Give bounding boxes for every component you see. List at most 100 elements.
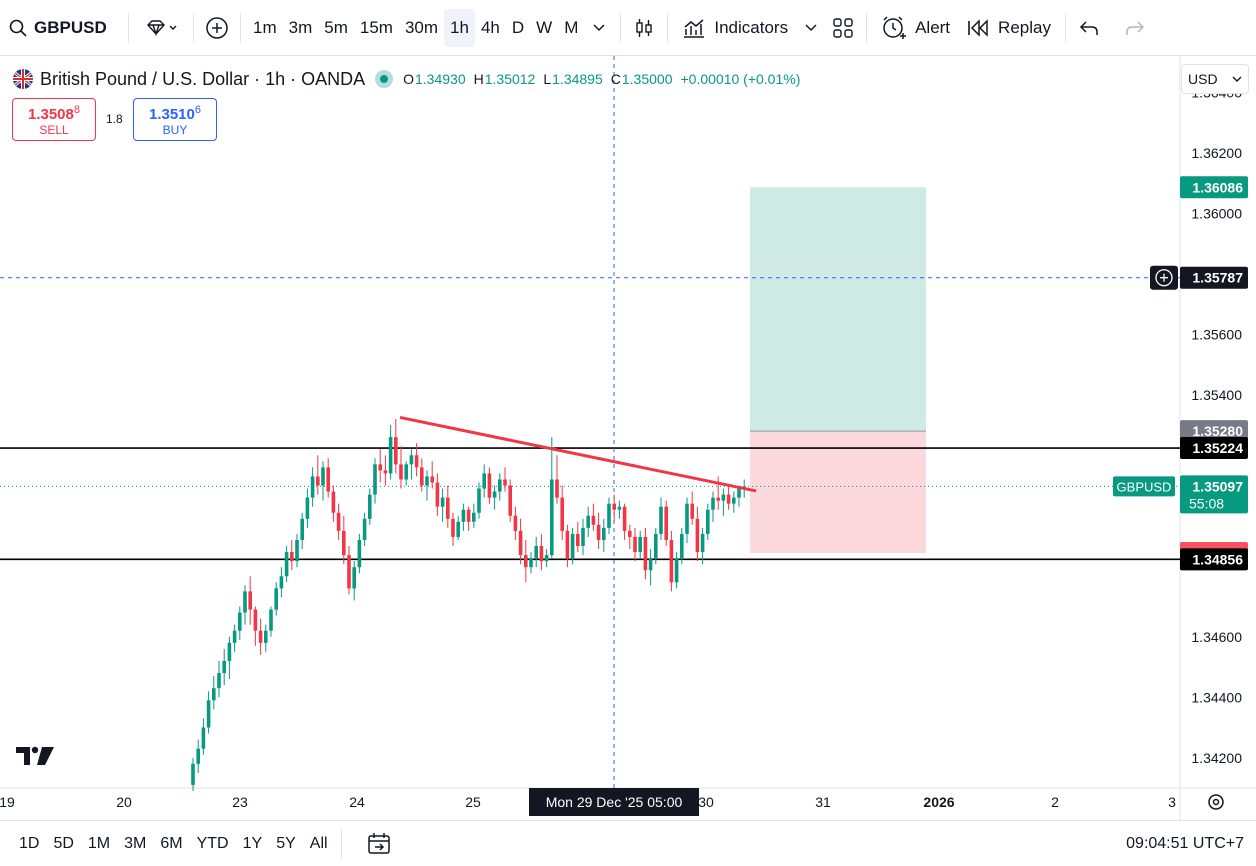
candle-body: [518, 530, 523, 556]
candle-body: [373, 464, 377, 495]
replay-button[interactable]: Replay: [958, 9, 1059, 47]
candle-body: [633, 536, 637, 553]
bar-countdown: 55:08: [1189, 495, 1224, 511]
candle: [685, 497, 689, 543]
undo-button[interactable]: [1072, 9, 1106, 47]
open-key: O: [403, 71, 414, 87]
timeframe-3m[interactable]: 3m: [288, 17, 313, 37]
candle: [243, 585, 247, 625]
range-1m[interactable]: 1M: [87, 834, 111, 852]
time-axis-label: 19: [0, 794, 15, 810]
sell-button[interactable]: 1.35088 SELL: [12, 98, 96, 141]
candle: [435, 473, 440, 516]
candle: [295, 533, 299, 568]
buy-button[interactable]: 1.35106 BUY: [133, 98, 217, 141]
range-ytd[interactable]: YTD: [196, 834, 229, 852]
clock-timezone[interactable]: 09:04:51 UTC+7: [1126, 835, 1244, 852]
candle: [737, 485, 741, 507]
price-label: 1.35280: [1180, 420, 1248, 443]
candle-body: [560, 497, 564, 531]
candle-body: [253, 609, 258, 631]
alert-button[interactable]: Alert: [873, 9, 958, 47]
timeframe-1m[interactable]: 1m: [253, 17, 277, 37]
toolbar-divider: [866, 12, 868, 43]
timeframe-15m[interactable]: 15m: [359, 17, 393, 37]
candle: [248, 576, 252, 625]
indicators-button[interactable]: Indicators: [674, 9, 796, 47]
range-5y[interactable]: 5Y: [276, 834, 296, 852]
candle-body: [394, 437, 398, 465]
candle: [388, 425, 393, 480]
range-3m[interactable]: 3M: [124, 834, 147, 852]
candle: [633, 527, 637, 562]
range-5d[interactable]: 5D: [53, 834, 74, 852]
symbol-search-button[interactable]: GBPUSD: [0, 9, 122, 47]
settings-gear-icon[interactable]: [1208, 794, 1224, 810]
price-label: 1.35787: [1180, 266, 1248, 289]
timeframe-1h[interactable]: 1h: [444, 8, 475, 47]
price-label-text: 1.35224: [1192, 440, 1243, 456]
currency-dropdown[interactable]: USD: [1181, 64, 1249, 94]
candle: [264, 624, 268, 652]
candle-body: [362, 518, 367, 540]
candle-body: [550, 479, 554, 556]
sell-price: 1.35088: [28, 102, 80, 123]
timeframe-4h[interactable]: 4h: [480, 17, 500, 37]
candle: [638, 530, 642, 559]
timeframe-w[interactable]: W: [536, 17, 553, 37]
timeframe-30m[interactable]: 30m: [404, 17, 439, 37]
candle-body: [461, 509, 466, 522]
range-6m[interactable]: 6M: [160, 834, 183, 852]
candle-body: [503, 479, 507, 486]
legend-title[interactable]: British Pound / U.S. Dollar · 1h · OANDA: [40, 68, 366, 89]
long-position-tool[interactable]: [750, 187, 926, 553]
candle-body: [716, 497, 720, 501]
candle: [227, 636, 232, 680]
candle: [378, 449, 382, 483]
candle-body: [440, 497, 445, 507]
timeframe-m[interactable]: M: [564, 17, 579, 37]
candle: [565, 524, 570, 568]
candle: [191, 757, 195, 792]
goto-date-button[interactable]: [366, 832, 392, 856]
add-alert-plus-button[interactable]: [1150, 265, 1178, 290]
candle-body: [451, 518, 455, 537]
compare-symbol-button[interactable]: [200, 9, 234, 47]
candle: [576, 521, 580, 553]
price-tick-label: 1.34200: [1191, 750, 1242, 766]
candle-body: [435, 482, 440, 507]
templates-button[interactable]: [826, 9, 860, 47]
candle-body: [607, 503, 611, 528]
candle: [217, 660, 221, 698]
candle-body: [685, 503, 689, 534]
candle: [695, 506, 700, 562]
timeframe-5m[interactable]: 5m: [324, 17, 348, 37]
range-1y[interactable]: 1Y: [242, 834, 263, 852]
timeframe-d[interactable]: D: [511, 17, 525, 37]
buy-label: BUY: [162, 122, 188, 137]
market-status-icon[interactable]: [375, 70, 394, 88]
candle: [342, 515, 346, 565]
timeframe-dropdown[interactable]: [584, 9, 614, 47]
candle: [362, 512, 367, 547]
indicators-dropdown[interactable]: [796, 9, 826, 47]
tradingview-logo[interactable]: [16, 745, 56, 769]
symbol-type-dropdown[interactable]: [135, 9, 187, 47]
buy-price-pip: 6: [194, 103, 201, 116]
candle: [648, 549, 653, 586]
redo-button[interactable]: [1118, 9, 1152, 47]
range-all[interactable]: All: [309, 834, 328, 852]
price-label-bg: [1180, 266, 1248, 289]
candle-body: [269, 609, 273, 631]
chevron-down-icon: [1232, 76, 1242, 82]
candle-body: [472, 512, 476, 522]
candle: [446, 485, 450, 528]
candle-body: [284, 552, 289, 577]
candle: [622, 503, 627, 540]
range-1d[interactable]: 1D: [19, 834, 40, 852]
chart-type-button[interactable]: [627, 9, 661, 47]
trendline[interactable]: [399, 415, 757, 493]
candle: [586, 506, 590, 537]
candle: [726, 485, 731, 510]
